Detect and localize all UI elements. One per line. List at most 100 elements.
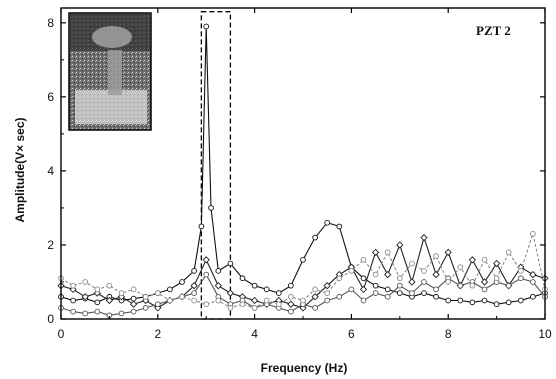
series-3-point xyxy=(517,275,524,282)
series-4-point xyxy=(505,249,512,256)
series-4-point xyxy=(118,290,125,296)
series-2-point xyxy=(432,270,440,279)
series-4-point xyxy=(94,286,101,293)
x-tick-label: 2 xyxy=(154,327,161,341)
series-1-point xyxy=(517,297,524,304)
series-1-point xyxy=(300,256,306,263)
series-3-point xyxy=(94,308,101,315)
series-1-point xyxy=(360,275,367,282)
series-2-point xyxy=(226,289,235,297)
series-4-point xyxy=(70,282,76,289)
x-axis-title: Frequency (Hz) xyxy=(261,361,348,375)
series-3-point xyxy=(360,297,367,304)
series-3-point xyxy=(312,305,318,311)
series-4-point xyxy=(360,256,367,263)
series-3-point xyxy=(336,293,343,300)
series-3-point xyxy=(142,305,149,311)
series-3-point xyxy=(396,282,403,289)
series-1-point xyxy=(208,205,214,211)
series-4-point xyxy=(530,230,536,237)
series-1-point xyxy=(457,297,464,304)
series-4-point xyxy=(384,249,391,256)
series-1-point xyxy=(263,286,270,293)
series-4-point xyxy=(227,305,234,311)
series-4-point xyxy=(457,264,464,271)
series-4-point xyxy=(215,297,222,304)
series-2-point xyxy=(190,282,198,290)
series-2 xyxy=(57,233,549,312)
series-1-point xyxy=(179,279,185,285)
series-3-point xyxy=(409,290,415,296)
series-3-point xyxy=(82,310,89,317)
series-1 xyxy=(58,23,548,308)
series-2-point xyxy=(492,259,501,268)
y-tick-label: 2 xyxy=(47,238,54,252)
series-4-point xyxy=(409,260,415,267)
inset-photo xyxy=(68,12,152,131)
series-4-point xyxy=(142,293,149,300)
series-1-point xyxy=(324,219,331,226)
series-4-point xyxy=(312,286,318,293)
series-1-point xyxy=(70,297,76,304)
series-4-point xyxy=(167,297,173,304)
series-2-point xyxy=(529,270,537,279)
series-2-point xyxy=(105,296,114,305)
series-1-point xyxy=(227,260,234,267)
series-4-point xyxy=(191,297,197,304)
series-2-point xyxy=(444,248,452,256)
y-axis-title: Amplitude(V× sec) xyxy=(13,117,27,222)
series-2-point xyxy=(129,300,138,308)
series-2-point xyxy=(250,296,259,305)
y-tick-label: 0 xyxy=(47,312,54,326)
series-1-point xyxy=(505,299,512,306)
series-4-point xyxy=(203,301,210,308)
series-1-point xyxy=(481,297,488,304)
series-4 xyxy=(58,230,548,311)
series-1-point xyxy=(239,275,246,282)
x-tick-label: 6 xyxy=(348,327,355,341)
y-tick-label: 4 xyxy=(47,164,54,178)
series-1-point xyxy=(288,282,294,289)
series-3-point xyxy=(118,310,125,317)
series-2-point xyxy=(480,278,489,286)
y-tick-label: 8 xyxy=(47,16,54,30)
series-4-point xyxy=(493,275,500,282)
series-4-point xyxy=(372,271,379,278)
series-4-point xyxy=(106,282,113,289)
series-4-point xyxy=(445,279,452,285)
series-1-point xyxy=(469,299,476,306)
series-2-point xyxy=(214,282,222,290)
series-2-point xyxy=(202,256,210,264)
series-1-point xyxy=(421,290,427,296)
x-tick-label: 8 xyxy=(445,327,452,341)
y-tick-label: 6 xyxy=(47,90,54,104)
series-4-point xyxy=(263,297,270,304)
series-4-point xyxy=(130,286,137,293)
series-1-point xyxy=(445,297,452,304)
series-2-point xyxy=(81,293,89,301)
series-3-point xyxy=(288,308,294,315)
series-4-point xyxy=(239,301,246,308)
series-3-point xyxy=(372,290,379,296)
series-4-point xyxy=(433,253,439,259)
series-4-point xyxy=(251,305,258,311)
series-4-point xyxy=(421,268,427,274)
series-1-point xyxy=(94,299,101,306)
series-1-point xyxy=(312,234,318,241)
series-2-point xyxy=(408,278,416,286)
series-4-point xyxy=(275,301,282,308)
series-1-point xyxy=(384,286,391,293)
series-2-point xyxy=(323,282,331,290)
series-3-point xyxy=(324,297,331,304)
series-1-point xyxy=(130,295,137,302)
series-2-point xyxy=(396,241,404,249)
series-2-point xyxy=(384,270,392,279)
series-3-point xyxy=(203,271,210,278)
series-3-point xyxy=(481,286,488,293)
x-tick-label: 10 xyxy=(538,327,552,341)
series-2-point xyxy=(371,248,380,256)
series-1-point xyxy=(198,223,205,230)
series-3-point xyxy=(421,279,427,285)
series-3-point xyxy=(433,286,439,293)
series-3-point xyxy=(505,282,512,289)
